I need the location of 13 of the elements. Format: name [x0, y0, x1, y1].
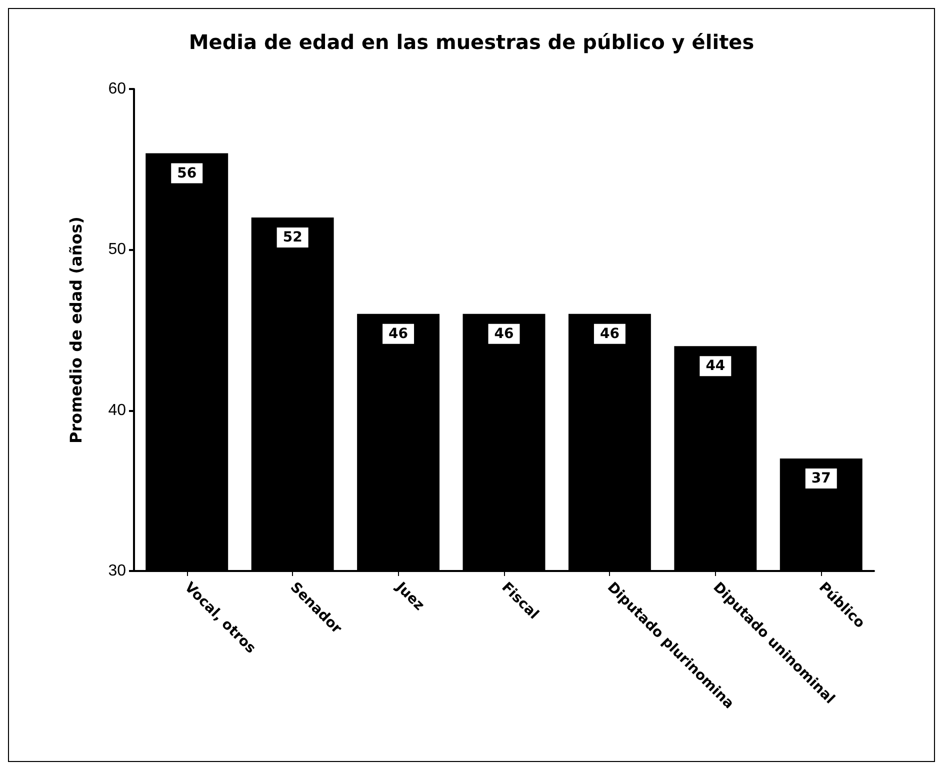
data-label: 46 [388, 326, 408, 342]
chart-title: Media de edad en las muestras de público y élites [188, 30, 754, 54]
y-tick-label: 50 [108, 241, 126, 258]
data-label: 46 [494, 326, 514, 342]
data-label: 56 [177, 165, 197, 182]
y-tick-label: 40 [108, 402, 126, 419]
y-tick-label: 30 [108, 562, 126, 580]
data-label: 46 [600, 326, 620, 342]
y-axis-title: Promedio de edad (años) [66, 216, 86, 444]
data-label: 52 [282, 230, 302, 246]
data-label: 37 [811, 470, 831, 487]
y-tick-label: 60 [108, 80, 126, 98]
data-label: 44 [706, 358, 726, 374]
